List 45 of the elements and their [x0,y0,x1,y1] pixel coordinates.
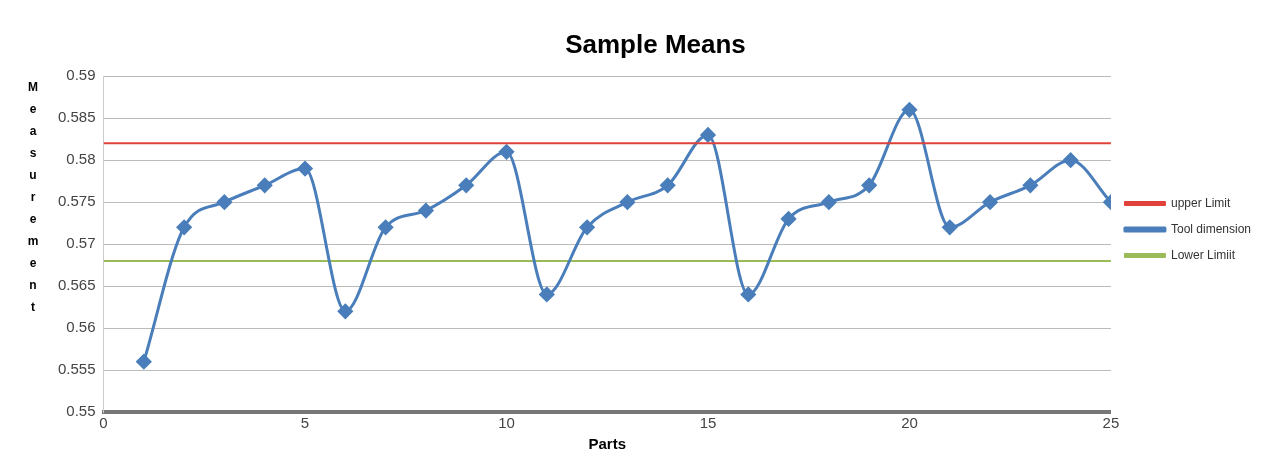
x-axis-title: Parts [588,435,627,453]
y-tick-label: 0.555 [57,360,96,378]
point [781,211,797,227]
x-tick-label: 0 [99,414,108,432]
point [1063,152,1079,168]
point [257,177,273,193]
x-tick-label: 10 [498,414,515,432]
point [418,203,434,219]
legend-label: Tool dimension [1170,221,1251,236]
chart-title: Sample Means [565,28,746,59]
y-tick-label: 0.59 [66,66,96,84]
point [821,194,837,210]
point [297,161,313,177]
point [378,219,394,235]
y-tick-label: 0.58 [66,150,96,168]
point [176,219,192,235]
point [1022,177,1038,193]
y-tick-label: 0.56 [66,318,96,336]
x-tick-label: 15 [699,414,717,432]
point [942,219,958,235]
y-tick-label: 0.585 [57,108,96,126]
point [136,354,152,370]
point [499,144,514,160]
point [700,127,716,143]
point [579,219,595,235]
y-tick-label: 0.565 [57,276,96,294]
y-tick-label: 0.57 [66,234,96,252]
point [660,177,676,193]
x-tick-label: 25 [1102,414,1120,432]
point [539,286,555,302]
y-tick-label: 0.575 [57,192,96,210]
point [458,177,474,193]
point [861,177,877,193]
legend-label: upper Limit [1170,195,1231,210]
x-tick-label: 20 [901,414,918,432]
point [337,303,353,319]
y-tick-label: 0.55 [66,402,96,420]
point [982,194,998,210]
point [216,194,232,210]
point [740,286,756,302]
point [901,102,917,118]
legend-label: Lower Limiit [1170,247,1236,262]
x-tick-label: 5 [300,414,310,432]
y-axis-title: Measurement [26,80,40,322]
point [619,194,635,210]
